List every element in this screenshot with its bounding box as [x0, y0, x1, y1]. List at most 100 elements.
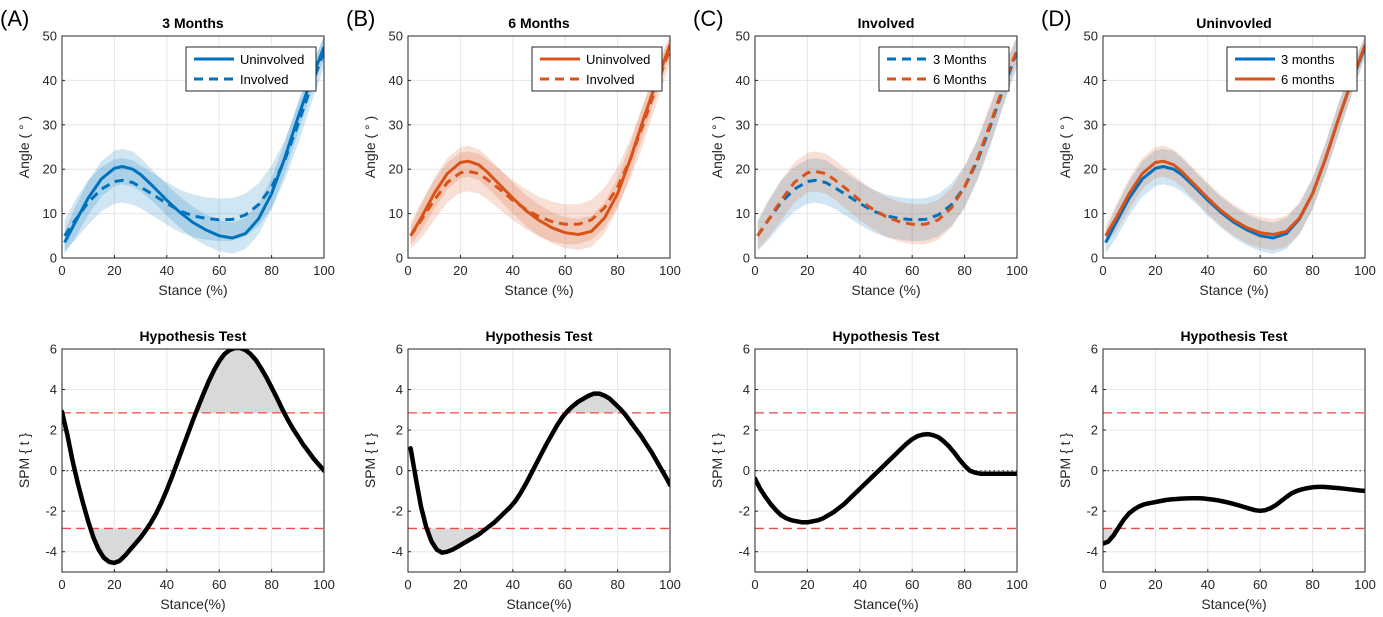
series-line-2 — [409, 48, 670, 237]
plot-area — [1103, 412, 1365, 546]
band-1 — [410, 36, 670, 250]
x-tick-label: 20 — [453, 263, 467, 278]
y-tick-label: 10 — [43, 206, 57, 221]
legend-box — [1226, 46, 1358, 92]
y-tick-label: -4 — [1086, 544, 1098, 559]
axes-box — [1102, 35, 1366, 259]
x-tick-label: 80 — [1305, 577, 1319, 592]
x-tick-label: 40 — [1201, 577, 1215, 592]
y-tick-label: -4 — [391, 544, 403, 559]
y-tick-label: 0 — [1091, 251, 1098, 266]
x-tick-label: 20 — [800, 263, 814, 278]
y-tick-label: 30 — [736, 117, 750, 132]
x-tick-label: 0 — [58, 577, 65, 592]
x-tick-label: 60 — [212, 263, 226, 278]
axes-box — [754, 348, 1018, 573]
panel-7: 0 20 40 60 80 100 -4 -2 0 2 4 6 Hypothesis Test Stanc… — [709, 328, 1028, 612]
panel-8: 0 20 40 60 80 100 -4 -2 0 2 4 6 Hypothesis Test Stanc… — [1057, 328, 1376, 612]
y-tick-label: 0 — [743, 251, 750, 266]
x-tick-label: 60 — [905, 577, 919, 592]
legend-label-2: Involved — [240, 72, 288, 87]
y-tick-label: -2 — [1086, 504, 1098, 519]
y-tick-label: 2 — [743, 423, 750, 438]
y-axis-label: SPM { t } — [1057, 433, 1073, 489]
y-tick-label: 6 — [396, 342, 403, 357]
x-axis-label: Stance (%) — [504, 282, 573, 298]
x-axis-label: Stance(%) — [506, 596, 571, 612]
x-tick-label: 60 — [1253, 263, 1267, 278]
cluster-lower — [62, 528, 324, 563]
y-tick-label: -2 — [738, 504, 750, 519]
plot-area — [62, 349, 324, 566]
legend-box — [531, 46, 663, 92]
x-tick-label: 20 — [107, 577, 121, 592]
y-tick-label: 50 — [43, 29, 57, 44]
band-2 — [410, 36, 670, 250]
panel-6: 0 20 40 60 80 100 -4 -2 0 2 4 6 Hypothesis Test Stanc… — [362, 328, 681, 612]
x-tick-label: 0 — [1099, 263, 1106, 278]
panel-letter: (C) — [693, 6, 724, 31]
legend-label-1: Uninvolved — [586, 52, 650, 67]
y-tick-label: 20 — [389, 162, 403, 177]
x-tick-label: 80 — [957, 263, 971, 278]
x-tick-label: 100 — [313, 263, 335, 278]
x-tick-label: 80 — [264, 577, 278, 592]
x-axis-label: Stance(%) — [1201, 596, 1266, 612]
cluster-lower — [1103, 528, 1365, 544]
series-line-2 — [756, 48, 1017, 237]
y-tick-label: 20 — [736, 162, 750, 177]
grid — [1102, 348, 1366, 572]
legend-box — [878, 46, 1010, 92]
x-tick-label: 0 — [1099, 577, 1106, 592]
series-line-1 — [63, 46, 324, 244]
y-tick-label: 10 — [736, 206, 750, 221]
x-axis-label: Stance (%) — [1199, 282, 1268, 298]
axes-box — [61, 348, 325, 573]
y-axis-label: Angle ( ° ) — [1057, 116, 1073, 178]
y-tick-label: 0 — [50, 251, 57, 266]
y-tick-label: 30 — [389, 117, 403, 132]
y-tick-label: 6 — [1091, 342, 1098, 357]
legend-label-2: 6 Months — [933, 72, 987, 87]
plot-area — [1104, 36, 1365, 254]
y-axis-label: SPM { t } — [16, 433, 32, 489]
x-tick-label: 80 — [610, 577, 624, 592]
y-tick-label: 10 — [1084, 206, 1098, 221]
x-tick-label: 100 — [1006, 577, 1028, 592]
x-axis-label: Stance(%) — [160, 596, 225, 612]
x-axis-label: Stance(%) — [853, 596, 918, 612]
y-tick-label: 6 — [743, 342, 750, 357]
legend-label-1: 3 months — [1281, 52, 1335, 67]
x-tick-label: 100 — [1354, 263, 1376, 278]
y-tick-label: 4 — [396, 382, 403, 397]
y-tick-label: 0 — [743, 463, 750, 478]
x-tick-label: 80 — [957, 577, 971, 592]
x-tick-label: 40 — [160, 263, 174, 278]
x-tick-label: 0 — [404, 577, 411, 592]
x-tick-label: 20 — [453, 577, 467, 592]
y-axis-label: SPM { t } — [709, 433, 725, 489]
x-tick-label: 40 — [506, 263, 520, 278]
y-tick-label: 2 — [50, 423, 57, 438]
x-tick-label: 0 — [751, 577, 758, 592]
axes-box — [407, 348, 671, 573]
y-axis-label: Angle ( ° ) — [362, 116, 378, 178]
y-tick-label: 20 — [1084, 162, 1098, 177]
panel-title: Hypothesis Test — [139, 328, 246, 344]
panel-1: 0 20 40 60 80 100 0 10 20 30 40 50 3 Months Stance (%… — [0, 6, 335, 298]
x-tick-label: 40 — [1201, 263, 1215, 278]
panel-letter: (A) — [0, 6, 29, 31]
band-1 — [757, 36, 1017, 252]
y-tick-label: 40 — [1084, 73, 1098, 88]
panel-title: 3 Months — [162, 15, 224, 31]
y-tick-label: 50 — [1084, 29, 1098, 44]
y-axis-label: SPM { t } — [362, 433, 378, 489]
legend-label-1: Uninvolved — [240, 52, 304, 67]
y-tick-label: 0 — [396, 463, 403, 478]
legend: 3 months 6 months — [1226, 46, 1358, 92]
x-tick-label: 20 — [1148, 577, 1162, 592]
x-tick-label: 40 — [853, 263, 867, 278]
axes-box — [407, 35, 671, 259]
legend-label-2: 6 months — [1281, 72, 1335, 87]
